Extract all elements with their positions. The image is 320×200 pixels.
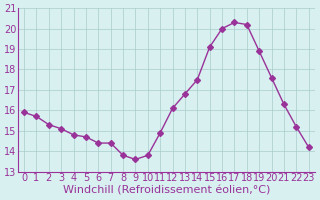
X-axis label: Windchill (Refroidissement éolien,°C): Windchill (Refroidissement éolien,°C)	[63, 186, 270, 196]
